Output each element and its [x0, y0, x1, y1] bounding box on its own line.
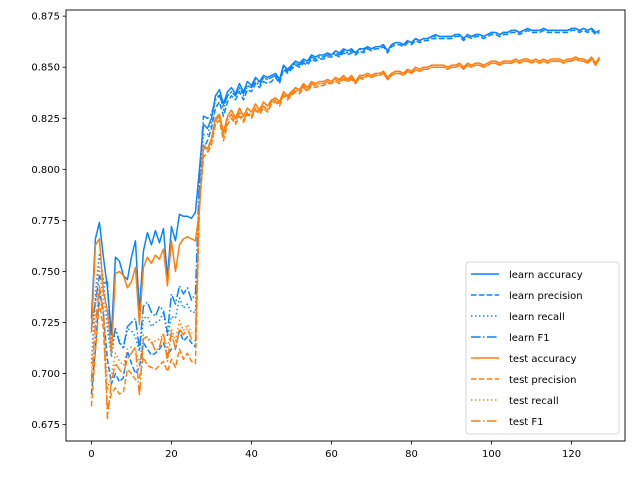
x-tick-label: 80 [405, 449, 418, 460]
y-tick-label: 0.875 [31, 12, 60, 23]
y-tick-label: 0.825 [31, 114, 60, 125]
x-tick-label: 60 [325, 449, 338, 460]
x-tick-label: 20 [165, 449, 178, 460]
legend-label-7: test F1 [509, 417, 544, 428]
legend-label-1: learn precision [509, 291, 583, 302]
y-axis: 0.675 0.700 0.725 0.750 0.775 0.800 0.825 0.850… [31, 12, 66, 431]
y-tick-label: 0.850 [31, 63, 60, 74]
legend-label-6: test recall [509, 396, 559, 407]
axes-frame [65, 9, 626, 442]
x-axis: 0 20 40 60 80 100 120 [88, 441, 581, 460]
series-line-4 [90, 56, 601, 354]
legend-label-0: learn accuracy [509, 270, 583, 281]
y-tick-label: 0.775 [31, 216, 60, 227]
y-tick-label: 0.800 [31, 165, 60, 176]
x-tick-label: 0 [88, 449, 94, 460]
legend-label-4: test accuracy [509, 354, 577, 365]
y-tick-label: 0.675 [31, 420, 60, 431]
legend-label-2: learn recall [509, 312, 565, 323]
x-tick-label: 120 [562, 449, 581, 460]
series-line-7 [90, 58, 601, 420]
x-tick-label: 40 [245, 449, 258, 460]
series-line-3 [90, 27, 600, 350]
y-tick-label: 0.700 [31, 369, 60, 380]
legend-box [465, 261, 620, 435]
legend-label-3: learn F1 [509, 333, 550, 344]
x-tick-label: 100 [482, 449, 501, 460]
legend-label-5: test precision [509, 375, 577, 386]
y-tick-label: 0.750 [31, 267, 60, 278]
legend: learn accuracy learn precision learn recal… [465, 261, 620, 435]
y-tick-label: 0.725 [31, 318, 60, 329]
plot-area [90, 27, 601, 420]
